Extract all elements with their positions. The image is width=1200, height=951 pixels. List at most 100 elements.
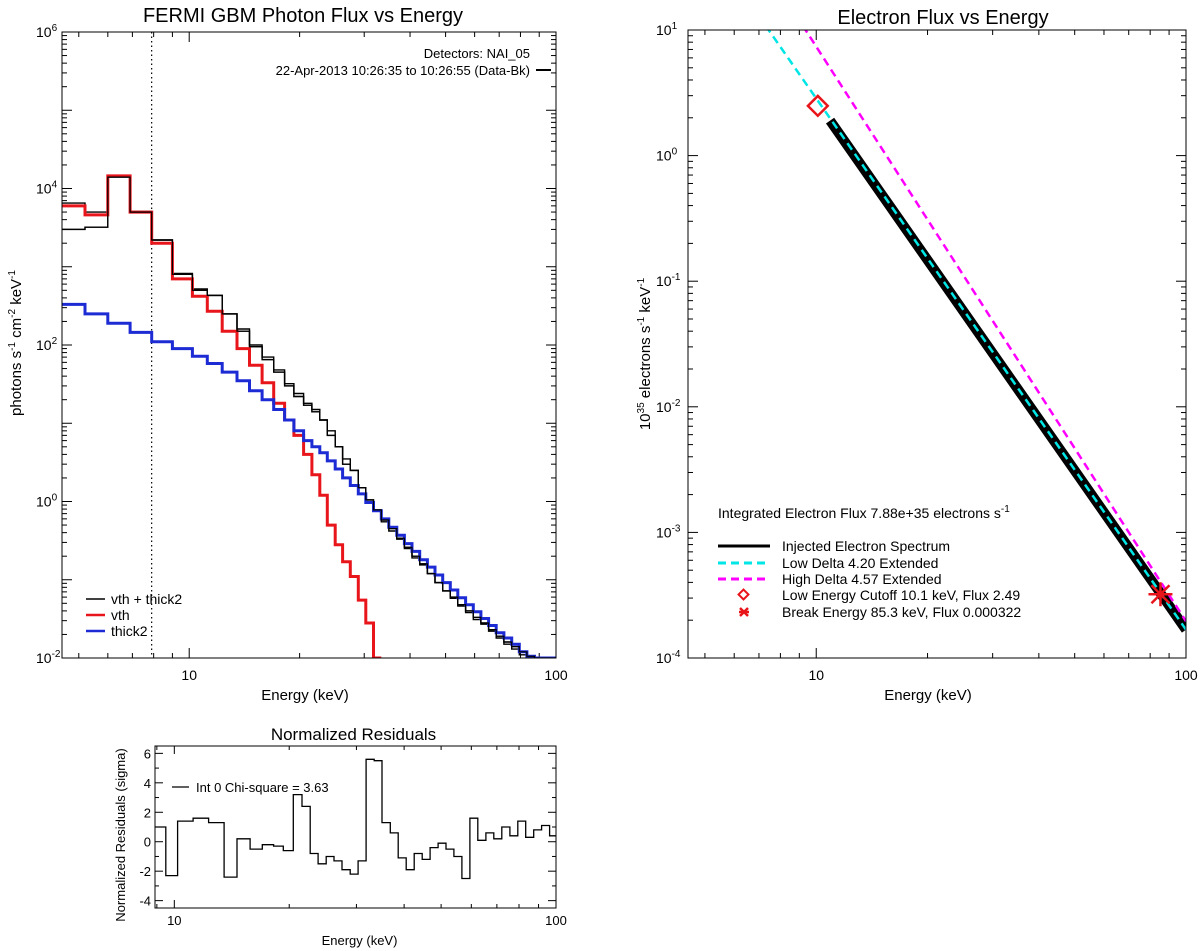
superscript: -1 <box>636 277 647 286</box>
superscript: -4 <box>672 649 681 660</box>
break-energy-marker <box>1150 584 1171 605</box>
y-tick-label: 10-4 <box>656 649 681 666</box>
text-run: 10 <box>656 524 672 540</box>
superscript: -1 <box>672 272 681 283</box>
y-tick-label: 0 <box>144 835 151 850</box>
series-line-low-delta-4-20-extended <box>767 30 1186 631</box>
y-tick-label: 100 <box>36 493 58 510</box>
y-tick-label: 10-2 <box>36 649 61 666</box>
plot-frame <box>61 31 557 659</box>
superscript: -2 <box>672 398 681 409</box>
chart-title: Electron Flux vs Energy <box>837 7 1048 29</box>
legend-label: Low Delta 4.20 Extended <box>782 555 938 571</box>
y-tick-label: -4 <box>139 894 151 909</box>
superscript: 1 <box>672 21 678 32</box>
y-tick-label: -2 <box>139 864 151 879</box>
legend-label: vth <box>111 607 130 623</box>
text-run: 10 <box>36 337 52 353</box>
superscript: 0 <box>52 493 58 504</box>
time-range-annotation: 22-Apr-2013 10:26:35 to 10:26:55 (Data-B… <box>276 63 530 78</box>
series-line-vth <box>62 174 382 658</box>
superscript: -2 <box>7 309 18 318</box>
superscript: -1 <box>636 316 647 325</box>
legend-label: Low Energy Cutoff 10.1 keV, Flux 2.49 <box>782 587 1020 603</box>
chart-title: FERMI GBM Photon Flux vs Energy <box>143 5 463 27</box>
legend-label: Break Energy 85.3 keV, Flux 0.000322 <box>782 604 1021 620</box>
plot-frame <box>154 745 557 909</box>
superscript: -1 <box>1001 504 1010 515</box>
text-run: keV <box>637 287 654 317</box>
text-run: 10 <box>36 494 52 510</box>
text-run: electrons s <box>637 326 654 403</box>
y-axis-label: photons s-1 cm-2 keV-1 <box>7 270 25 416</box>
y-tick-label: 101 <box>656 21 678 38</box>
text-run: 10 <box>656 399 672 415</box>
text-run: Integrated Electron Flux 7.88e+35 electr… <box>718 505 1001 521</box>
superscript: 0 <box>672 147 678 158</box>
y-tick-label: 100 <box>656 147 678 164</box>
electron-series-group <box>767 30 1186 633</box>
low-energy-cutoff-marker <box>806 94 830 118</box>
y-tick-label: 4 <box>144 776 151 791</box>
x-tick-label: 10 <box>808 667 824 683</box>
superscript: 4 <box>52 180 58 191</box>
text-run: 10 <box>36 650 52 666</box>
text-run: 10 <box>656 650 672 666</box>
y-tick-label: 10-2 <box>656 398 681 415</box>
legend-diamond-swatch <box>737 588 750 601</box>
x-tick-label: 100 <box>1174 667 1198 683</box>
legend-label: Injected Electron Spectrum <box>782 538 950 554</box>
text-run: 10 <box>656 273 672 289</box>
text-run: photons s <box>8 351 25 416</box>
superscript: 2 <box>52 336 58 347</box>
integrated-flux-label: Integrated Electron Flux 7.88e+35 electr… <box>718 504 1010 521</box>
y-tick-label: 2 <box>144 805 151 820</box>
plot-frame <box>687 29 1187 659</box>
legend-label: Int 0 Chi-square = 3.63 <box>196 780 329 795</box>
superscript: -3 <box>672 523 681 534</box>
text-run: keV <box>8 279 25 309</box>
data-line-overlay <box>62 176 556 658</box>
text-run: 10 <box>36 24 52 40</box>
detectors-annotation: Detectors: NAI_05 <box>424 46 530 61</box>
chart-title: Normalized Residuals <box>271 725 436 744</box>
x-axis-label: Energy (keV) <box>884 687 972 704</box>
x-axis-label: Energy (keV) <box>261 687 349 704</box>
text-run: 10 <box>637 413 654 430</box>
superscript: -1 <box>7 342 18 351</box>
superscript: 35 <box>636 402 647 414</box>
x-tick-label: 100 <box>544 667 568 683</box>
series-line-vth-thick2 <box>62 176 556 658</box>
legend-label: vth + thick2 <box>111 591 182 607</box>
photon-series-group <box>62 174 556 658</box>
superscript: -1 <box>7 270 18 279</box>
superscript: -2 <box>52 649 61 660</box>
x-tick-label: 100 <box>545 913 567 928</box>
y-tick-label: 10-1 <box>656 272 681 289</box>
x-axis-label: Energy (keV) <box>322 933 398 948</box>
text-run: cm <box>8 318 25 342</box>
text-run: 10 <box>36 181 52 197</box>
x-tick-label: 10 <box>167 913 181 928</box>
text-run: 10 <box>656 22 672 38</box>
x-tick-label: 10 <box>181 667 197 683</box>
text-run: 10 <box>656 148 672 164</box>
y-tick-label: 102 <box>36 336 58 353</box>
series-line-vth-thick2 <box>62 175 556 658</box>
y-tick-label: 106 <box>36 23 58 40</box>
y-tick-label: 10-3 <box>656 523 681 540</box>
legend-label: thick2 <box>111 623 148 639</box>
series-line-high-delta-4-57-extended <box>804 30 1186 622</box>
residuals-line <box>155 758 556 880</box>
y-axis-label: 1035 electrons s-1 keV-1 <box>636 277 654 430</box>
superscript: 6 <box>52 23 58 34</box>
y-tick-label: 6 <box>144 746 151 761</box>
series-line-injected-electron-spectrum <box>825 117 1186 633</box>
series-line-thick2 <box>62 302 556 658</box>
residuals-panel: 10 100 6 4 2 0 -2 -4 Normalized Residuals Energy … <box>113 725 567 948</box>
y-axis-label: Normalized Residuals (sigma) <box>113 748 128 921</box>
legend-label: High Delta 4.57 Extended <box>782 571 942 587</box>
